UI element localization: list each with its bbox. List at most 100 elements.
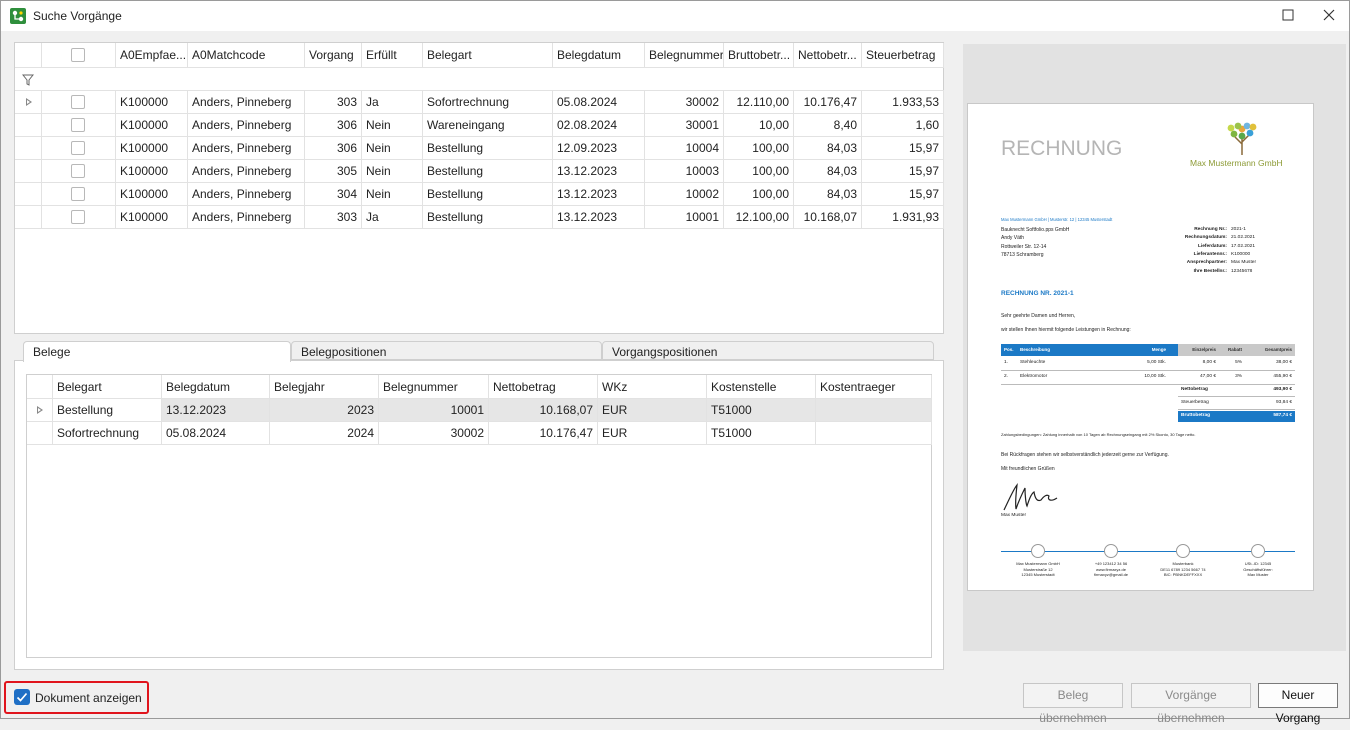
signature <box>1001 482 1071 514</box>
grid-cell: 306 <box>305 114 362 137</box>
row-checkbox[interactable] <box>71 95 85 109</box>
row-checkbox[interactable] <box>71 210 85 224</box>
column-header[interactable]: A0Matchcode <box>188 43 305 68</box>
tab[interactable]: Vorgangspositionen <box>602 341 934 360</box>
filter-icon[interactable] <box>22 74 34 86</box>
table-row-line <box>1001 384 1295 385</box>
address-line: Andy Väth <box>1001 236 1024 241</box>
row-checkbox[interactable] <box>71 118 85 132</box>
signer-name: Max Muster <box>1001 514 1026 519</box>
grid-cell: 13.12.2023 <box>553 183 645 206</box>
show-document-label: Dokument anzeigen <box>35 691 142 705</box>
column-header[interactable]: Belegnummer <box>645 43 724 68</box>
column-header[interactable]: Vorgang <box>305 43 362 68</box>
grid-cell: 15,97 <box>862 137 944 160</box>
grid-cell: 84,03 <box>794 137 862 160</box>
grid-cell: Sofortrechnung <box>423 91 553 114</box>
total-label: Nettobetrag <box>1181 388 1208 393</box>
footer-text: USt.-ID: 12345 <box>1218 562 1298 566</box>
row-header <box>15 160 42 183</box>
grid-cell: 304 <box>305 183 362 206</box>
column-header[interactable]: Nettobetrag <box>489 375 598 399</box>
row-header <box>15 114 42 137</box>
grid-cell: 05.08.2024 <box>553 91 645 114</box>
grid-cell: Anders, Pinneberg <box>188 137 305 160</box>
grid-cell: Anders, Pinneberg <box>188 160 305 183</box>
grid-cell: 10001 <box>645 206 724 229</box>
total-label: Steuerbetrag <box>1181 401 1209 406</box>
table-row-line <box>1001 370 1295 371</box>
button[interactable]: Vorgänge übernehmen <box>1131 683 1251 708</box>
column-header[interactable]: A0Empfae... <box>116 43 188 68</box>
grid-cell: 84,03 <box>794 160 862 183</box>
grid-cell: Bestellung <box>423 160 553 183</box>
table-header: Menge <box>1120 348 1166 353</box>
table-header: Beschreibung <box>1020 348 1120 353</box>
column-header[interactable]: Erfüllt <box>362 43 423 68</box>
grid-cell: Ja <box>362 91 423 114</box>
footer-text: DE11 6789 1234 5667 74 <box>1143 568 1223 572</box>
show-document-checkbox[interactable] <box>14 689 30 705</box>
select-all-checkbox[interactable] <box>71 48 85 62</box>
grid-cell: 1.933,53 <box>862 91 944 114</box>
column-header[interactable]: Nettobetr... <box>794 43 862 68</box>
row-checkbox-cell <box>42 160 116 183</box>
tab[interactable]: Belege <box>23 341 291 362</box>
button[interactable]: Beleg übernehmen <box>1023 683 1123 708</box>
column-header[interactable]: Kostenstelle <box>707 375 816 399</box>
table-header: Gesamtpreis <box>1244 348 1292 353</box>
grid-cell: K100000 <box>116 137 188 160</box>
row-checkbox[interactable] <box>71 164 85 178</box>
window-title: Suche Vorgänge <box>33 9 122 23</box>
column-header[interactable]: Belegjahr <box>270 375 379 399</box>
total-line <box>1178 409 1295 410</box>
title-bar: Suche Vorgänge <box>1 1 1349 31</box>
grid-cell: 12.09.2023 <box>553 137 645 160</box>
column-header[interactable]: WKz <box>598 375 707 399</box>
tab[interactable]: Belegpositionen <box>291 341 602 360</box>
meta-label: Lieferdatum: <box>1148 245 1227 250</box>
sender-line: Max Mustermann GmbH | Musterstr. 12 | 12… <box>1001 218 1112 222</box>
close-button[interactable] <box>1323 9 1335 21</box>
button[interactable]: Neuer Vorgang <box>1258 683 1338 708</box>
grid-cell: 13.12.2023 <box>553 160 645 183</box>
row-checkbox[interactable] <box>71 187 85 201</box>
column-header[interactable]: Steuerbetrag <box>862 43 944 68</box>
grid-cell: 2023 <box>270 399 379 422</box>
grid-cell: 02.08.2024 <box>553 114 645 137</box>
meta-value: 17.02.2021 <box>1231 245 1255 250</box>
grid-cell: 100,00 <box>724 160 794 183</box>
grid-cell: 13.12.2023 <box>553 206 645 229</box>
maximize-button[interactable] <box>1282 9 1294 21</box>
footer-text: BIC: PBNKDEFFXXX <box>1143 573 1223 577</box>
column-header[interactable]: Belegart <box>423 43 553 68</box>
table-header: Pos. <box>1004 348 1018 353</box>
row-header <box>15 183 42 206</box>
column-header[interactable]: Belegdatum <box>162 375 270 399</box>
grid-cell: 303 <box>305 91 362 114</box>
row-checkbox-cell <box>42 137 116 160</box>
row-checkbox-cell <box>42 91 116 114</box>
row-checkbox[interactable] <box>71 141 85 155</box>
table-cell: 5% <box>1218 361 1242 366</box>
grid-cell: 30002 <box>379 422 489 445</box>
column-header[interactable]: Kostentraeger <box>816 375 932 399</box>
grid-cell: 10002 <box>645 183 724 206</box>
grid-cell: 1.931,93 <box>862 206 944 229</box>
grid-cell: EUR <box>598 399 707 422</box>
top-grid: A0Empfae...A0MatchcodeVorgangErfülltBele… <box>14 42 944 334</box>
grid-cell: Wareneingang <box>423 114 553 137</box>
total-value: 93,84 € <box>1238 401 1292 406</box>
column-header[interactable]: Belegdatum <box>553 43 645 68</box>
table-cell: 47,00 € <box>1174 375 1216 380</box>
footer-text: Musterstraße 12 <box>998 568 1078 572</box>
regards: Mit freundlichen Grüßen <box>1001 467 1055 472</box>
column-header[interactable]: Belegnummer <box>379 375 489 399</box>
column-header[interactable]: Belegart <box>53 375 162 399</box>
column-header[interactable]: Bruttobetr... <box>724 43 794 68</box>
filter-row <box>15 68 944 91</box>
grid-cell: K100000 <box>116 114 188 137</box>
table-cell: 3% <box>1218 375 1242 380</box>
table-cell: 10,00 Stk. <box>1120 375 1166 380</box>
meta-label: Rechnungsdatum: <box>1148 236 1227 241</box>
